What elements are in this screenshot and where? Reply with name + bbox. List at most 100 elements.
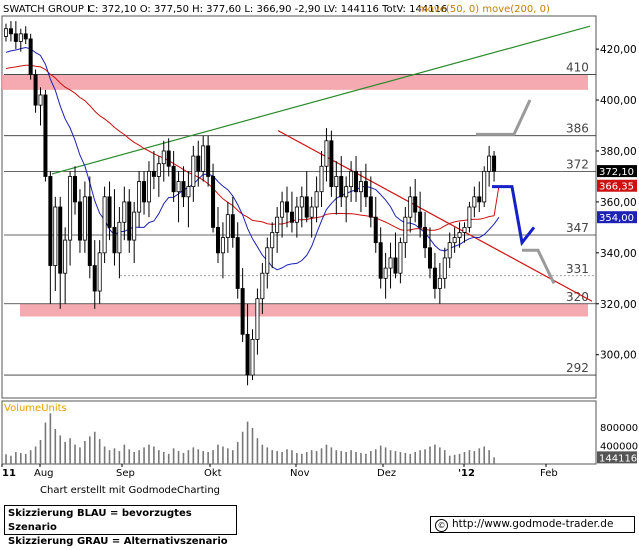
candle-body xyxy=(482,170,487,203)
candle-body xyxy=(477,196,482,203)
symbol-label: SWATCH GROUP I xyxy=(3,4,90,15)
candle-body xyxy=(206,145,211,177)
candle-body xyxy=(127,201,132,241)
candle-body xyxy=(33,74,38,106)
candle-body xyxy=(418,211,423,228)
candle-body xyxy=(280,201,285,218)
candle-body xyxy=(304,196,309,218)
time-tick-label: 11 xyxy=(2,468,16,479)
candle-body xyxy=(97,252,102,292)
candle-body xyxy=(363,181,368,198)
candle-body xyxy=(398,242,403,274)
price-tick-label: 400,00 xyxy=(600,95,637,107)
level-label: 386 xyxy=(566,122,589,136)
candle-body xyxy=(230,214,235,238)
candle-body xyxy=(265,247,270,274)
candle-body xyxy=(122,201,127,223)
candle-body xyxy=(339,176,344,198)
candle-body xyxy=(176,181,181,193)
candle-body xyxy=(309,206,314,218)
candle-body xyxy=(373,216,378,244)
source-link[interactable]: © http://www.godmode-trader.de xyxy=(430,516,635,533)
volume-panel: VolumeUnits 400000 800000 144116 xyxy=(1,400,638,465)
candle-body xyxy=(467,206,472,228)
candle-body xyxy=(314,191,319,208)
volume-tick-label: 400000 xyxy=(600,442,638,453)
candle-body xyxy=(452,237,457,244)
copyright-icon: © xyxy=(435,519,448,532)
candle-body xyxy=(211,176,216,228)
price-badge xyxy=(597,211,637,224)
price-tick-label: 420,00 xyxy=(600,44,637,56)
candle-body xyxy=(92,265,97,292)
candle-body xyxy=(201,145,206,172)
price-tick-label: 320,00 xyxy=(600,299,637,311)
price-badge-label: 372,10 xyxy=(599,167,634,178)
candle-body xyxy=(442,257,447,279)
candle-body xyxy=(403,216,408,244)
blue-scenario xyxy=(492,185,536,247)
price-badge xyxy=(597,165,637,178)
candle-body xyxy=(117,221,122,254)
grey-scenario-up xyxy=(476,99,532,136)
candle-body xyxy=(77,201,82,241)
candle-body xyxy=(161,150,166,165)
candle-body xyxy=(285,201,290,213)
zone-band xyxy=(20,303,588,317)
level-label: 372 xyxy=(566,157,589,171)
volume-label: VolumeUnits xyxy=(4,403,67,414)
candle-body xyxy=(487,155,492,172)
candle-body xyxy=(142,181,147,203)
candle-body xyxy=(358,181,363,193)
candle-body xyxy=(132,211,137,241)
candle-body xyxy=(388,257,393,269)
price-tick-label: 340,00 xyxy=(600,248,637,260)
candle-body xyxy=(166,150,171,167)
time-tick-label: Aug xyxy=(34,468,54,479)
level-label: 320 xyxy=(566,290,589,304)
candle-body xyxy=(53,206,58,266)
candle-body xyxy=(43,94,48,177)
candle-body xyxy=(220,237,225,254)
candle-body xyxy=(344,186,349,198)
level-label: 347 xyxy=(566,221,589,235)
support-resistance-zones xyxy=(2,74,588,317)
candle-body xyxy=(215,226,220,254)
candle-body xyxy=(393,257,398,274)
candle-body xyxy=(383,267,388,279)
candle-body xyxy=(289,211,294,223)
scenario-legend: Skizzierung BLAU = bevorzugtes Szenario … xyxy=(4,505,237,547)
moving-averages xyxy=(5,46,500,271)
candle-body xyxy=(102,196,107,254)
candle-body xyxy=(151,170,156,177)
zone-band xyxy=(2,74,588,90)
level-label: 292 xyxy=(566,361,589,375)
price-badge-label: 354,00 xyxy=(599,213,634,224)
candle-body xyxy=(413,196,418,213)
candle-body xyxy=(270,232,275,249)
candle-body xyxy=(472,196,477,208)
candle-body xyxy=(82,196,87,241)
time-tick-label: Feb xyxy=(540,468,558,479)
candle-body xyxy=(457,232,462,238)
trendline-green xyxy=(51,25,591,175)
candle-body xyxy=(73,176,78,203)
candle-body xyxy=(156,163,161,177)
chart-credit: Chart erstellt mit GodmodeCharting xyxy=(40,485,220,496)
legend-line-grey: Skizzierung GRAU = Alternativszenario xyxy=(8,536,228,547)
price-tick-label: 300,00 xyxy=(600,350,637,362)
candle-body xyxy=(447,242,452,259)
ma50-line xyxy=(5,46,500,271)
candle-body xyxy=(4,28,9,37)
candle-body xyxy=(319,165,324,193)
candle-body xyxy=(324,140,329,167)
scenario-sketches xyxy=(476,99,556,285)
level-label: 331 xyxy=(566,262,589,276)
candle-body xyxy=(68,176,73,241)
candle-body xyxy=(13,33,18,42)
candle-body xyxy=(299,196,304,208)
price-badge xyxy=(597,179,637,192)
candle-body xyxy=(225,214,230,238)
candle-body xyxy=(107,196,112,228)
